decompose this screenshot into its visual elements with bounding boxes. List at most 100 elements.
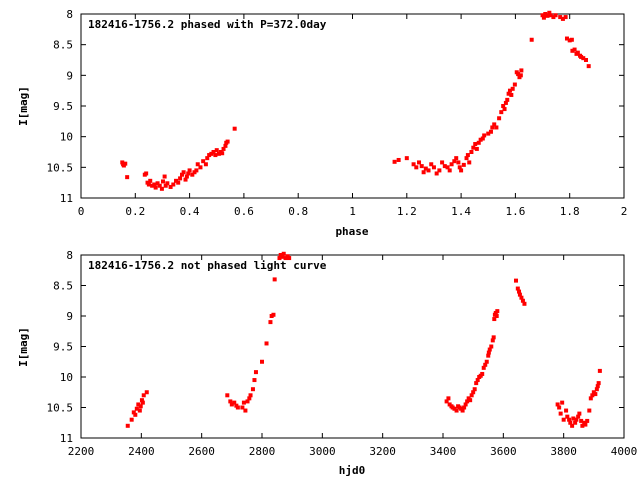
data-point: [243, 408, 248, 413]
y-tick-label: 10.5: [47, 161, 74, 174]
x-tick-label: 3800: [550, 445, 577, 458]
data-point: [253, 370, 258, 375]
data-point: [465, 399, 470, 404]
data-point: [134, 406, 139, 411]
phased-light-curve-chart: 182416-1756.2 phased with P=372.0day pha…: [17, 8, 627, 238]
y-tick-label: 8: [66, 8, 73, 21]
data-point: [551, 15, 556, 20]
y-tick-label: 9.5: [53, 100, 73, 113]
data-point: [392, 159, 397, 164]
data-point: [565, 414, 570, 419]
x-tick-label: 2600: [188, 445, 215, 458]
data-point: [133, 412, 138, 417]
data-point: [150, 183, 155, 188]
y-tick-label: 11: [60, 192, 73, 205]
data-point: [445, 165, 450, 170]
data-point: [460, 408, 465, 413]
data-point: [198, 165, 203, 170]
y-axis-label: I[mag]: [17, 327, 30, 367]
y-tick-label: 10.5: [47, 402, 74, 415]
data-point: [272, 277, 277, 282]
data-point: [490, 338, 495, 343]
data-point: [516, 72, 521, 77]
x-tick-label: 1.8: [560, 205, 580, 218]
x-tick-label: 2800: [249, 445, 276, 458]
data-point: [492, 317, 497, 322]
data-point: [223, 143, 228, 148]
x-tick-label: 3600: [490, 445, 517, 458]
data-point: [148, 178, 153, 183]
data-point: [141, 393, 146, 398]
data-point: [434, 171, 439, 176]
data-point: [205, 156, 210, 161]
data-point: [454, 408, 459, 413]
data-point: [426, 168, 431, 173]
data-point: [577, 411, 582, 416]
data-point: [481, 365, 486, 370]
data-point: [225, 393, 230, 398]
data-point: [568, 420, 573, 425]
data-point: [483, 362, 488, 367]
data-point: [442, 164, 447, 169]
data-point: [507, 88, 512, 93]
data-point: [187, 168, 192, 173]
data-point: [586, 64, 591, 69]
x-tick-label: 2200: [68, 445, 95, 458]
data-point: [240, 405, 245, 410]
data-point: [489, 344, 494, 349]
data-point: [519, 295, 524, 300]
data-point: [474, 381, 479, 386]
data-point: [232, 126, 237, 131]
data-point: [281, 251, 286, 256]
data-point: [211, 150, 216, 154]
data-point: [595, 384, 600, 389]
data-point: [144, 171, 149, 176]
data-point: [245, 399, 250, 404]
data-point: [471, 145, 476, 150]
data-point: [229, 402, 234, 407]
data-point: [123, 161, 128, 166]
data-point: [540, 13, 545, 18]
data-point: [146, 182, 151, 187]
data-point: [557, 405, 562, 410]
data-point: [570, 423, 575, 428]
y-tick-label: 9: [66, 69, 73, 82]
data-point: [264, 341, 269, 346]
data-point: [201, 159, 206, 164]
data-point: [501, 104, 506, 108]
data-point: [194, 168, 199, 173]
data-point: [186, 171, 191, 176]
data-point: [480, 371, 485, 376]
data-point: [155, 181, 160, 186]
data-point: [588, 396, 593, 401]
data-point: [138, 404, 143, 409]
data-point: [414, 165, 419, 170]
data-point: [567, 417, 572, 422]
data-point: [484, 359, 489, 364]
data-point: [462, 405, 467, 410]
data-point: [168, 184, 173, 189]
x-tick-label: 1: [349, 205, 356, 218]
data-point: [585, 418, 590, 423]
data-point: [221, 146, 226, 151]
x-tick-label: 3400: [430, 445, 457, 458]
x-axis-label: phase: [335, 225, 368, 238]
data-point: [576, 414, 581, 419]
x-tick-label: 0.8: [288, 205, 308, 218]
data-point: [517, 289, 522, 294]
data-point: [157, 183, 162, 188]
data-point: [482, 133, 487, 138]
data-point: [213, 153, 218, 158]
data-point: [564, 408, 569, 413]
data-point: [497, 116, 502, 121]
data-point: [560, 400, 565, 405]
data-point: [163, 183, 168, 188]
data-point: [421, 170, 426, 175]
data-point: [519, 68, 524, 73]
data-point: [423, 166, 428, 171]
data-point: [471, 390, 476, 395]
y-tick-label: 9: [66, 310, 73, 323]
data-point: [590, 393, 595, 398]
data-point: [465, 153, 470, 158]
data-point: [486, 350, 491, 355]
